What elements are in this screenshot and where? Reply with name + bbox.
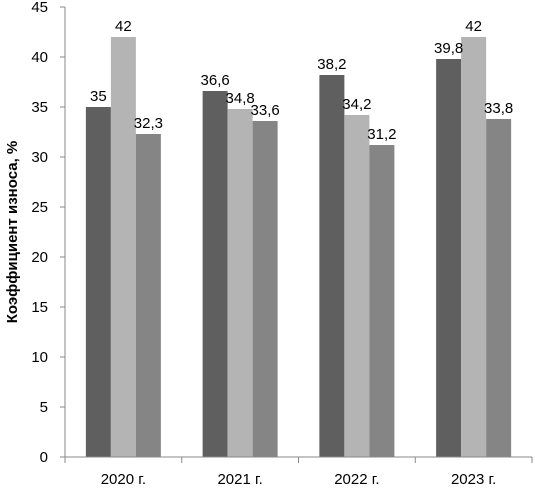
bar-value-label: 38,2: [317, 56, 346, 73]
bar: [110, 37, 136, 457]
y-tick-label: 35: [31, 99, 48, 116]
bar: [369, 145, 395, 457]
bar: [486, 119, 512, 457]
bar-value-label: 33,8: [484, 100, 513, 117]
bar-value-label: 42: [115, 18, 132, 35]
bar: [461, 37, 487, 457]
bar: [85, 107, 111, 457]
y-tick-label: 5: [40, 399, 48, 416]
bar: [135, 134, 161, 457]
bar-value-label: 34,2: [342, 96, 371, 113]
bar-value-label: 32,3: [134, 115, 163, 132]
y-tick-label: 0: [40, 449, 48, 466]
y-tick-label: 20: [31, 249, 48, 266]
y-axis-ticks: 0 5 10 15 20 25 30 35 40 45: [31, 0, 65, 466]
y-tick-label: 15: [31, 299, 48, 316]
y-axis-title: Коэффициент износа, %: [4, 141, 21, 323]
y-tick-label: 10: [31, 349, 48, 366]
bar: [319, 75, 345, 457]
x-axis-ticks: 2020 г. 2021 г. 2022 г. 2023 г.: [64, 457, 533, 488]
bar: [344, 115, 370, 457]
bar-value-label: 31,2: [367, 126, 396, 143]
x-tick-label: 2023 г.: [451, 471, 496, 488]
y-tick-label: 40: [31, 49, 48, 66]
bar-value-label: 35: [90, 88, 107, 105]
bars: [85, 37, 512, 457]
bar-value-label: 39,8: [434, 40, 463, 57]
x-tick-label: 2021 г.: [217, 471, 262, 488]
y-tick-label: 45: [31, 0, 48, 16]
bar: [202, 91, 228, 457]
bar: [227, 109, 253, 457]
bar-value-label: 34,8: [226, 90, 255, 107]
bar-value-label: 36,6: [201, 72, 230, 89]
bar-value-label: 42: [465, 18, 482, 35]
x-tick-label: 2022 г.: [334, 471, 379, 488]
y-tick-label: 25: [31, 199, 48, 216]
data-labels: 354232,336,634,833,638,234,231,239,84233…: [90, 18, 513, 143]
y-tick-label: 30: [31, 149, 48, 166]
bar: [436, 59, 462, 457]
x-tick-label: 2020 г.: [101, 471, 146, 488]
bar-value-label: 33,6: [251, 102, 280, 119]
bar: [252, 121, 278, 457]
